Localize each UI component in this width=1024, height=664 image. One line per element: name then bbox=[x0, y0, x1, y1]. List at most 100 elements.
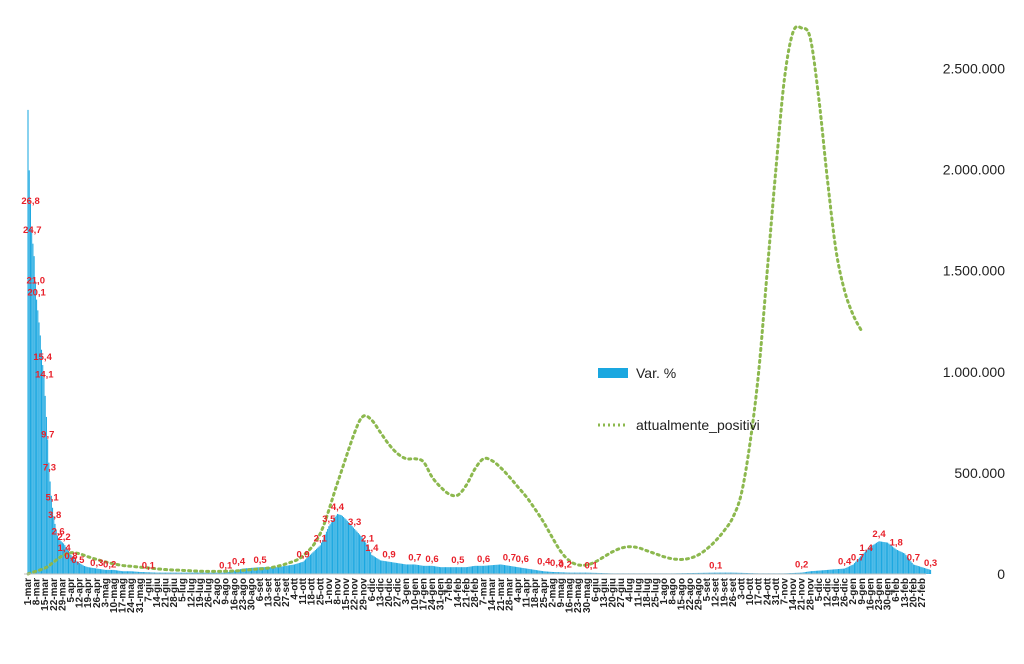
bar-var-pct bbox=[378, 559, 380, 574]
bar-var-pct bbox=[289, 565, 291, 574]
bar-var-pct bbox=[720, 572, 722, 574]
bar-var-pct bbox=[393, 562, 395, 574]
bar-var-pct bbox=[569, 572, 571, 574]
bar-var-pct bbox=[480, 565, 482, 574]
bar-var-pct bbox=[871, 545, 873, 574]
bar-var-pct bbox=[914, 564, 916, 574]
bar-var-pct bbox=[190, 572, 192, 574]
data-label: 0,2 bbox=[103, 559, 116, 570]
bar-var-pct bbox=[110, 569, 113, 574]
bar-var-pct bbox=[76, 561, 78, 574]
bar-var-pct bbox=[427, 565, 429, 574]
x-tick-label: 13-set bbox=[264, 577, 275, 607]
bar-var-pct bbox=[85, 566, 87, 574]
bar-var-pct bbox=[544, 571, 546, 574]
bar-var-pct bbox=[570, 572, 572, 574]
data-label: 1,8 bbox=[890, 537, 903, 548]
bar-var-pct bbox=[180, 572, 183, 574]
bar-var-pct bbox=[174, 572, 176, 574]
bar-var-pct bbox=[510, 566, 512, 574]
bar-var-pct bbox=[448, 567, 450, 574]
bar-var-pct bbox=[453, 567, 455, 574]
bar-var-pct bbox=[702, 572, 704, 574]
bar-var-pct bbox=[305, 559, 307, 574]
bar-var-pct bbox=[351, 526, 353, 574]
bar-var-pct bbox=[156, 572, 158, 574]
data-label: 2,1 bbox=[314, 533, 328, 544]
bar-var-pct bbox=[150, 572, 152, 574]
bar-var-pct bbox=[842, 568, 844, 574]
x-tick-label: 17-ott bbox=[754, 577, 765, 605]
x-tick-label: 24-gen bbox=[427, 578, 438, 610]
bar-var-pct bbox=[927, 569, 929, 574]
bar-var-pct bbox=[365, 542, 367, 574]
bar-var-pct bbox=[508, 565, 510, 574]
bar-var-pct bbox=[810, 571, 812, 574]
bar-var-pct bbox=[587, 572, 589, 574]
bar-var-pct bbox=[80, 563, 82, 574]
bar-var-pct bbox=[559, 572, 561, 574]
bar-var-pct bbox=[361, 537, 363, 574]
bar-var-pct bbox=[319, 545, 321, 574]
x-tick-label: 2-ago bbox=[212, 578, 223, 605]
bar-var-pct bbox=[521, 567, 523, 574]
bar-var-pct bbox=[227, 572, 229, 574]
bar-var-pct bbox=[112, 569, 114, 574]
x-tick-label: 3-mag bbox=[100, 578, 111, 607]
bar-var-pct bbox=[187, 572, 189, 574]
bar-var-pct bbox=[173, 572, 175, 574]
bar-var-pct bbox=[542, 571, 544, 574]
x-tick-label: 10-ott bbox=[745, 577, 756, 605]
data-label: 1,4 bbox=[365, 543, 379, 554]
bar-var-pct bbox=[145, 572, 147, 574]
bar-var-pct bbox=[338, 514, 340, 574]
bar-var-pct bbox=[416, 564, 418, 574]
data-label: 0,7 bbox=[503, 552, 516, 563]
bar-var-pct bbox=[363, 540, 365, 574]
y-tick-label: 1.000.000 bbox=[943, 364, 1005, 380]
x-tick-label: 5-dic bbox=[814, 578, 825, 602]
bar-var-pct bbox=[149, 572, 151, 574]
bar-var-pct bbox=[413, 564, 415, 574]
bar-var-pct bbox=[161, 572, 163, 574]
bar-var-pct bbox=[178, 572, 180, 574]
bar-var-pct bbox=[367, 546, 369, 574]
x-tick-label: 27-feb bbox=[917, 578, 928, 607]
bar-var-pct bbox=[792, 572, 794, 574]
x-tick-label: 26-dic bbox=[840, 578, 851, 607]
bar-var-pct bbox=[920, 566, 922, 574]
bar-var-pct bbox=[835, 569, 837, 574]
bar-var-pct bbox=[177, 572, 179, 574]
bar-var-pct bbox=[131, 571, 133, 574]
bar-var-pct bbox=[473, 566, 475, 574]
bar-var-pct bbox=[359, 534, 361, 574]
bar-var-pct bbox=[356, 531, 358, 574]
bar-var-pct bbox=[330, 522, 332, 574]
bar-var-pct bbox=[312, 552, 314, 574]
bar-var-pct bbox=[905, 555, 907, 574]
bar-var-pct bbox=[33, 256, 35, 574]
bar-var-pct bbox=[872, 545, 874, 574]
bar-var-pct bbox=[231, 571, 233, 574]
bar-var-pct bbox=[340, 515, 342, 574]
x-tick-label: 1-ago bbox=[659, 578, 670, 605]
bar-var-pct bbox=[409, 564, 411, 574]
x-tick-label: 13-feb bbox=[900, 578, 911, 607]
bar-var-pct bbox=[459, 567, 461, 574]
data-label: 7,3 bbox=[43, 462, 56, 473]
bar-var-pct bbox=[93, 568, 95, 574]
bar-var-pct bbox=[909, 559, 911, 574]
bar-var-pct bbox=[219, 572, 221, 574]
data-label: 5,1 bbox=[45, 492, 59, 503]
x-tick-label: 1-nov bbox=[324, 578, 335, 605]
bar-var-pct bbox=[857, 558, 859, 574]
bar-var-pct bbox=[92, 567, 94, 574]
bar-var-pct bbox=[462, 567, 464, 574]
bar-var-pct bbox=[896, 550, 898, 574]
x-tick-label: 14-nov bbox=[788, 578, 799, 611]
bar-var-pct bbox=[484, 565, 486, 574]
bar-var-pct bbox=[397, 563, 399, 574]
x-tick-label: 12-apr bbox=[75, 578, 86, 608]
bar-var-pct bbox=[470, 566, 472, 574]
bar-var-pct bbox=[323, 537, 325, 574]
